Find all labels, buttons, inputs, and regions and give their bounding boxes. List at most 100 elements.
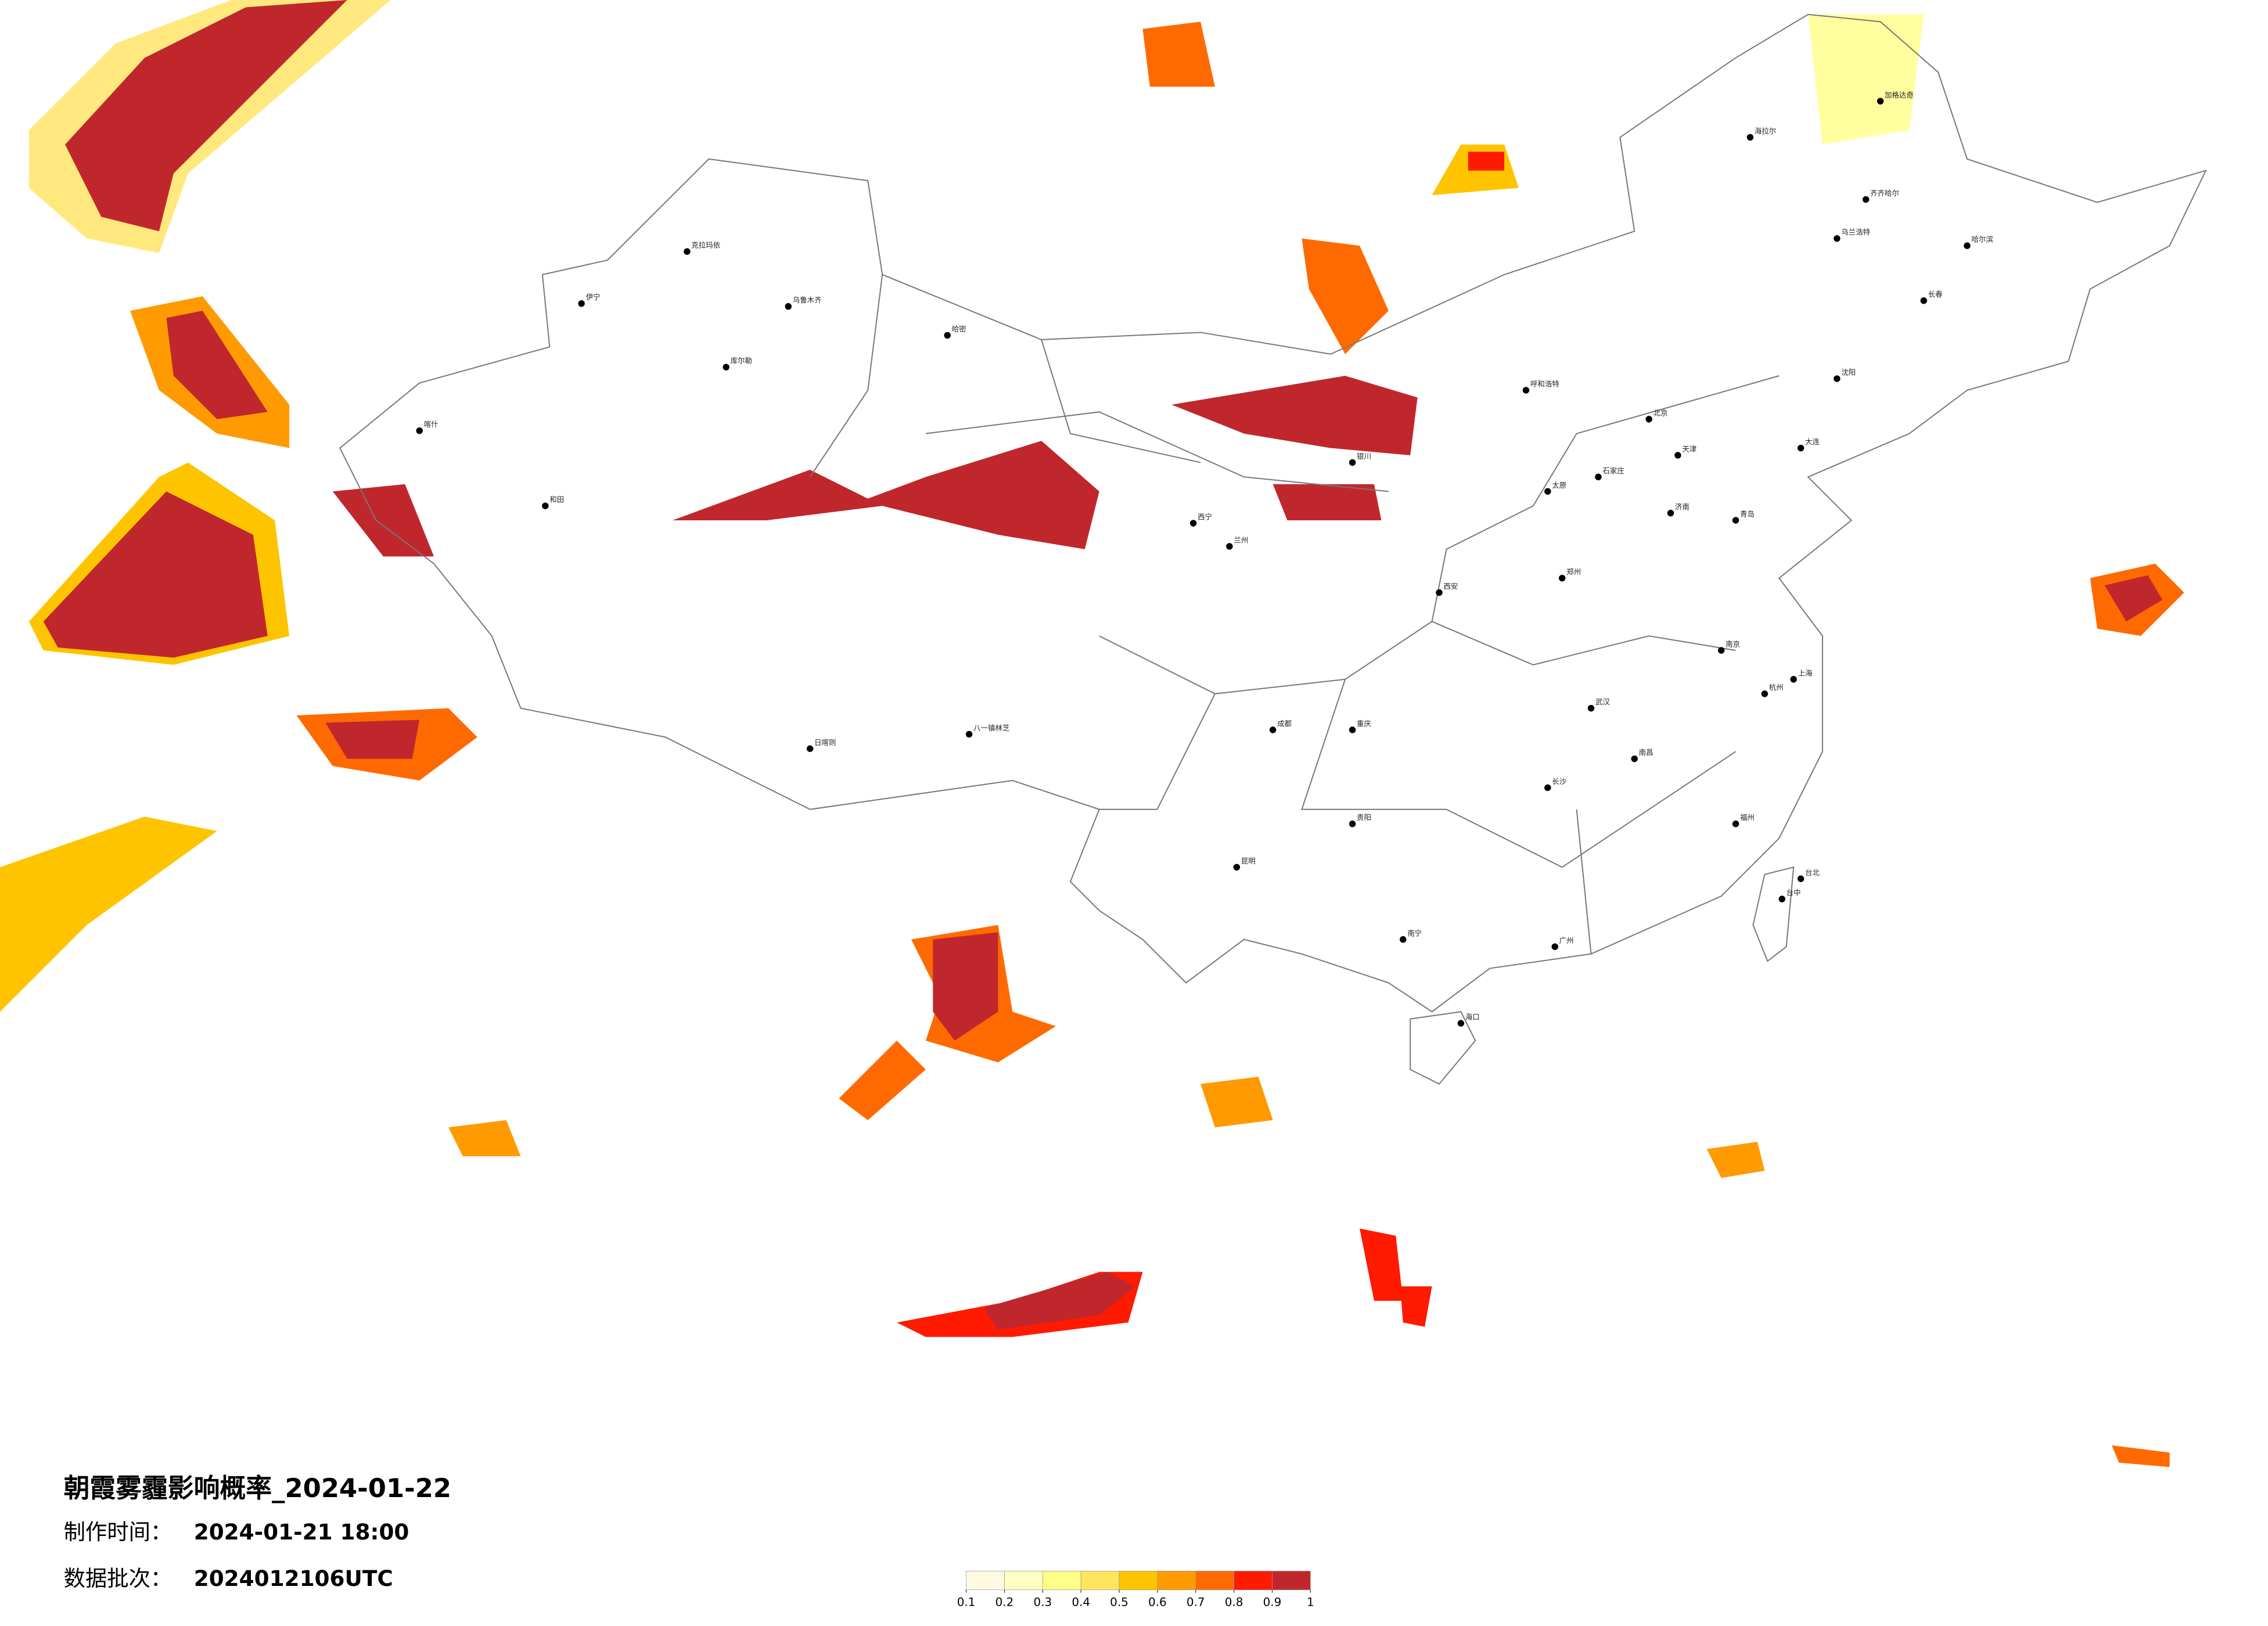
city-dot — [1233, 864, 1241, 871]
colorbar-tick-label: 0.8 — [1225, 1596, 1243, 1609]
info-label: 数据批次： — [64, 1566, 172, 1591]
info-value: 2024012106UTC — [194, 1566, 393, 1591]
city-label: 广州 — [1559, 936, 1574, 945]
city-label: 济南 — [1675, 502, 1690, 511]
city-dot — [1717, 647, 1725, 654]
city-dot — [1778, 895, 1785, 902]
city-label: 喀什 — [424, 420, 438, 429]
city-label: 成都 — [1277, 719, 1292, 728]
city-label: 八一镇林芝 — [973, 724, 1009, 732]
city-dot — [723, 364, 729, 370]
city-dot — [1790, 676, 1797, 683]
city-label: 哈尔滨 — [1971, 235, 1993, 244]
city-dot — [1269, 726, 1277, 733]
colorbar-swatch — [1195, 1571, 1234, 1591]
colorbar-tick-label: 0.4 — [1072, 1596, 1090, 1609]
city-dot — [1862, 196, 1870, 203]
city-dot — [1920, 297, 1928, 304]
city-label: 乌鲁木齐 — [793, 296, 822, 304]
city-dot — [944, 332, 951, 339]
colorbar: 0.1 0.2 0.3 0.4 0.5 0.6 0.7 0.8 0.9 1 — [957, 1571, 1314, 1609]
city-label: 海拉尔 — [1755, 127, 1776, 135]
city-dot — [1667, 509, 1674, 517]
city-dot — [1834, 375, 1841, 382]
city-label: 长沙 — [1552, 777, 1566, 786]
colorbar-swatch — [1004, 1571, 1043, 1591]
city-dot — [785, 303, 792, 310]
city-dot — [1544, 488, 1551, 495]
colorbar-swatch — [966, 1571, 1005, 1591]
city-label: 天津 — [1682, 445, 1696, 454]
city-label: 北京 — [1654, 408, 1668, 417]
city-label: 西宁 — [1198, 513, 1212, 521]
city-dot — [1645, 416, 1652, 423]
city-label: 沈阳 — [1841, 368, 1856, 377]
colorbar-swatch — [1272, 1571, 1311, 1591]
city-dot — [578, 300, 585, 307]
colorbar-tick-label: 0.3 — [1033, 1596, 1052, 1609]
city-label: 台北 — [1805, 868, 1820, 877]
colorbar-tick-label: 0.1 — [957, 1596, 976, 1609]
city-dot — [1436, 589, 1443, 596]
city-label: 太原 — [1552, 481, 1566, 490]
city-label: 上海 — [1798, 668, 1813, 677]
city-dot — [1558, 574, 1566, 582]
city-label: 齐齐哈尔 — [1870, 189, 1899, 197]
city-label: 伊宁 — [586, 293, 601, 301]
city-dot — [1834, 235, 1841, 242]
city-label: 库尔勒 — [731, 357, 752, 365]
city-dot — [1674, 452, 1681, 459]
colorbar-tick-label: 0.9 — [1263, 1596, 1282, 1609]
city-dot — [1964, 242, 1971, 249]
colorbar-tick-label: 1 — [1307, 1596, 1314, 1609]
city-label: 兰州 — [1234, 535, 1248, 544]
city-label: 南昌 — [1639, 748, 1654, 757]
city-label: 长春 — [1928, 290, 1943, 298]
city-dot — [1631, 755, 1638, 762]
city-label: 南宁 — [1407, 929, 1422, 937]
city-label: 台中 — [1787, 888, 1801, 897]
city-dot — [1587, 704, 1595, 712]
colorbar-swatch — [1157, 1571, 1196, 1591]
colorbar-swatch — [1042, 1571, 1081, 1591]
city-label: 乌兰浩特 — [1841, 228, 1870, 236]
city-dot — [542, 502, 549, 509]
city-label: 贵阳 — [1357, 813, 1371, 822]
city-dot — [1226, 543, 1233, 550]
city-dot — [965, 731, 973, 738]
city-label: 南京 — [1726, 640, 1740, 649]
city-dot — [806, 745, 814, 752]
haze-field — [0, 0, 2184, 1467]
info-block: 制作时间： 2024-01-21 18:00 数据批次： 2024012106UTC — [64, 1519, 409, 1591]
city-dot — [1399, 936, 1407, 943]
city-dot — [1746, 134, 1754, 141]
colorbar-tick-label: 0.7 — [1187, 1596, 1205, 1609]
city-label: 石家庄 — [1602, 466, 1624, 475]
city-label: 银川 — [1357, 452, 1371, 461]
city-dot — [1797, 444, 1805, 452]
city-dot — [1877, 98, 1884, 105]
info-value: 2024-01-21 18:00 — [194, 1519, 409, 1545]
city-label: 重庆 — [1357, 719, 1371, 728]
city-dot — [1761, 690, 1769, 697]
city-dot — [1522, 387, 1530, 394]
city-label: 海口 — [1465, 1013, 1480, 1021]
city-dot — [684, 248, 691, 255]
city-label: 日喀则 — [814, 738, 836, 747]
colorbar-tick-label: 0.2 — [995, 1596, 1014, 1609]
city-dot — [416, 427, 423, 434]
city-dot — [1349, 726, 1356, 733]
city-dot — [1349, 459, 1356, 466]
city-dot — [1551, 943, 1558, 950]
city-dot — [1732, 820, 1739, 828]
city-label: 大连 — [1805, 437, 1820, 446]
colorbar-tick-label: 0.6 — [1148, 1596, 1167, 1609]
city-dot — [1732, 517, 1739, 524]
colorbar-swatch — [1234, 1571, 1273, 1591]
city-label: 西安 — [1443, 582, 1458, 591]
colorbar-tick-label: 0.5 — [1110, 1596, 1128, 1609]
map-title: 朝霞雾霾影响概率_2024-01-22 — [64, 1473, 452, 1503]
